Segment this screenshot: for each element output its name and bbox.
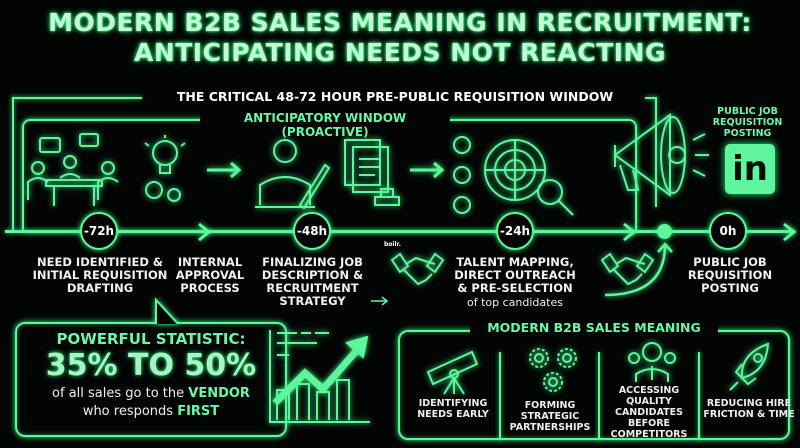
step-0h-label: PUBLIC JOB REQUISITION POSTING [687, 255, 773, 295]
timeline-marker-0h: 0h [709, 212, 747, 250]
curved-arrow-icon [604, 242, 673, 297]
small-arrow-icon [371, 296, 389, 306]
step-24h-label: TALENT MAPPING, DIRECT OUTREACH & PRE-SE… [454, 255, 576, 295]
idea-gears-icon [144, 135, 186, 202]
handshake-icon [390, 252, 445, 286]
timeline-arrow-icon [198, 222, 212, 242]
bracket-line-right-vert [655, 97, 657, 207]
timeline-arrow-icon [783, 222, 797, 242]
marker-time: -72h [83, 224, 115, 238]
timeline-line [5, 230, 795, 233]
statistic-heading: POWERFUL STATISTIC: [56, 330, 246, 348]
meaning-item-candidates: ACCESSING QUALITY CANDIDATES BEFORE COMP… [600, 332, 698, 442]
bracket-line-vert [12, 97, 14, 231]
statistic-text-a: of all sales go to the VENDOR [15, 386, 287, 401]
statistic-box [15, 322, 287, 437]
meeting-icon [27, 133, 119, 206]
timeline-arrow-icon [623, 222, 637, 242]
handshake-icon [600, 252, 655, 286]
timeline-marker-48h: -48h [293, 212, 331, 250]
meaning-label: ACCESSING QUALITY CANDIDATES BEFORE COMP… [610, 385, 688, 440]
statistic-text: of all sales go to the [52, 386, 189, 401]
public-posting-label: PUBLIC JOB REQUISITION POSTING [712, 106, 783, 139]
modern-meaning-box: IDENTIFYING NEEDS EARLY FORMING STRATEGI… [398, 330, 795, 442]
title-line-2: ANTICIPATING NEEDS NOT REACTING [133, 38, 666, 67]
meaning-label: IDENTIFYING NEEDS EARLY [417, 398, 489, 420]
public-posting-dot [657, 224, 672, 239]
statistic-value: 35% TO 50% [45, 348, 257, 383]
step-72h-label: NEED IDENTIFIED & INITIAL REQUISITION DR… [32, 255, 168, 295]
timeline-marker-24h: -24h [496, 212, 534, 250]
internal-approval-label: INTERNAL APPROVAL PROCESS [175, 255, 245, 295]
meaning-item-partnerships: FORMING STRATEGIC PARTNERSHIPS [501, 332, 599, 442]
step-24h-sublabel: of top candidates [467, 296, 563, 309]
rocket-icon [729, 342, 770, 391]
statistic-text-b: who responds FIRST [15, 404, 287, 419]
gears-icon [529, 348, 577, 392]
divider [499, 352, 501, 440]
meaning-label: FORMING STRATEGIC PARTNERSHIPS [509, 400, 591, 433]
marker-time: -24h [499, 224, 531, 238]
divider [698, 352, 700, 440]
growth-chart-icon [269, 330, 370, 423]
bracket-line-right [645, 97, 657, 99]
meaning-item-reducing: REDUCING HIRE FRICTION & TIME [700, 332, 798, 442]
meaning-label: REDUCING HIRE FRICTION & TIME [703, 398, 795, 420]
window-label: THE CRITICAL 48-72 HOUR PRE-PUBLIC REQUI… [176, 89, 614, 104]
marker-time: -48h [296, 224, 328, 238]
writing-person-icon [255, 139, 331, 210]
megaphone-icon [613, 113, 709, 197]
meaning-item-identifying: IDENTIFYING NEEDS EARLY [404, 332, 502, 442]
bracket-line-left [12, 97, 142, 99]
step-48h-label: FINALIZING JOB DESCRIPTION & RECRUITMENT… [261, 255, 364, 308]
arrow-icon [410, 161, 445, 179]
first-highlight: FIRST [177, 404, 220, 419]
talent-radar-icon [453, 136, 574, 216]
watermark: boilr. [384, 241, 401, 248]
vendor-highlight: VENDOR [188, 386, 250, 401]
anticipatory-label: ANTICIPATORY WINDOW (PROACTIVE) [200, 111, 450, 139]
marker-time: 0h [719, 224, 737, 238]
statistic-text: who responds [82, 404, 178, 419]
documents-stamp-icon [344, 139, 400, 206]
linkedin-logo-text: in [732, 149, 768, 189]
telescope-icon [426, 350, 479, 395]
candidates-icon [628, 342, 676, 382]
modern-meaning-heading: MODERN B2B SALES MEANING [470, 320, 718, 335]
arrow-icon [207, 161, 242, 179]
timeline-marker-72h: -72h [80, 212, 118, 250]
linkedin-logo: in [725, 144, 775, 194]
speech-pointer [155, 297, 179, 325]
divider [598, 352, 600, 440]
title-line-1: MODERN B2B SALES MEANING IN RECRUITMENT: [48, 8, 752, 37]
